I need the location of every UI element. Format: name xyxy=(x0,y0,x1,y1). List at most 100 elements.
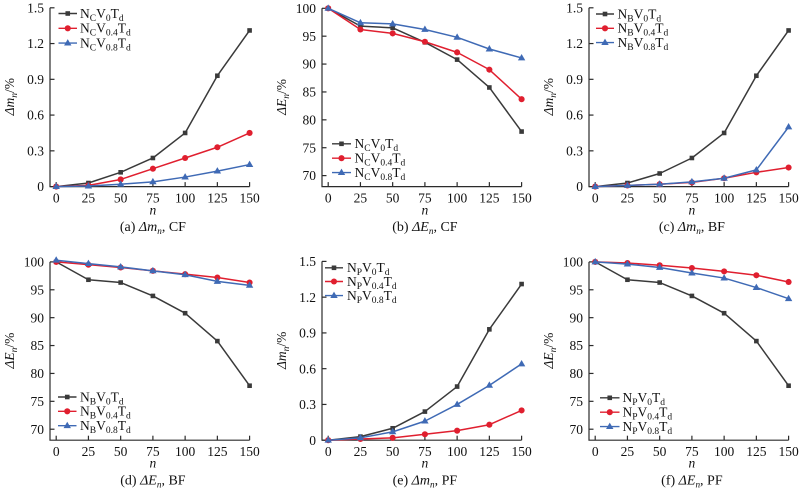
svg-text:25: 25 xyxy=(82,190,96,205)
svg-text:125: 125 xyxy=(746,190,767,205)
svg-text:25: 25 xyxy=(621,190,635,205)
svg-text:(c) Δmn, BF: (c) Δmn, BF xyxy=(659,220,725,236)
svg-text:(b) ΔEn, CF: (b) ΔEn, CF xyxy=(392,220,458,236)
svg-text:80: 80 xyxy=(31,366,45,381)
svg-text:50: 50 xyxy=(114,190,128,205)
svg-text:25: 25 xyxy=(621,444,635,459)
svg-text:95: 95 xyxy=(31,282,45,297)
svg-text:Δmn/%: Δmn/% xyxy=(541,78,559,116)
svg-text:n: n xyxy=(689,456,696,471)
svg-text:75: 75 xyxy=(570,394,584,409)
svg-text:25: 25 xyxy=(354,190,368,205)
svg-text:80: 80 xyxy=(570,366,584,381)
svg-text:125: 125 xyxy=(746,444,767,459)
svg-text:100: 100 xyxy=(296,1,317,16)
svg-text:n: n xyxy=(422,203,429,218)
svg-text:0: 0 xyxy=(325,190,332,205)
svg-text:0.6: 0.6 xyxy=(566,108,583,123)
svg-text:150: 150 xyxy=(778,190,799,205)
svg-text:(d) ΔEn, BF: (d) ΔEn, BF xyxy=(120,474,186,490)
svg-text:75: 75 xyxy=(418,190,432,205)
svg-text:90: 90 xyxy=(570,310,584,325)
svg-text:NPV0.8Td: NPV0.8Td xyxy=(347,288,397,306)
svg-text:1.2: 1.2 xyxy=(27,36,44,51)
svg-text:70: 70 xyxy=(303,168,317,183)
svg-text:1.2: 1.2 xyxy=(566,36,583,51)
svg-text:n: n xyxy=(689,203,696,218)
svg-text:70: 70 xyxy=(31,422,45,437)
svg-text:80: 80 xyxy=(303,112,317,127)
svg-text:95: 95 xyxy=(303,29,317,44)
svg-text:125: 125 xyxy=(207,444,228,459)
svg-text:90: 90 xyxy=(31,310,45,325)
svg-text:70: 70 xyxy=(570,422,584,437)
svg-text:125: 125 xyxy=(207,190,228,205)
svg-text:150: 150 xyxy=(239,444,260,459)
svg-text:50: 50 xyxy=(386,190,400,205)
svg-text:50: 50 xyxy=(653,444,667,459)
svg-text:75: 75 xyxy=(685,190,699,205)
svg-text:0.9: 0.9 xyxy=(27,72,44,87)
svg-text:0: 0 xyxy=(576,179,583,194)
svg-text:100: 100 xyxy=(714,444,735,459)
svg-text:(e) Δmn, PF: (e) Δmn, PF xyxy=(393,474,458,490)
svg-text:0: 0 xyxy=(309,433,316,448)
svg-text:0.9: 0.9 xyxy=(566,72,583,87)
svg-text:0: 0 xyxy=(325,444,332,459)
svg-text:25: 25 xyxy=(82,444,96,459)
svg-text:(a) Δmn, CF: (a) Δmn, CF xyxy=(120,220,186,236)
svg-text:75: 75 xyxy=(146,190,160,205)
svg-text:100: 100 xyxy=(24,255,45,270)
svg-text:0: 0 xyxy=(53,444,60,459)
svg-text:0: 0 xyxy=(592,190,599,205)
svg-text:0.9: 0.9 xyxy=(299,326,316,341)
svg-text:0: 0 xyxy=(53,190,60,205)
svg-text:Δmn/%: Δmn/% xyxy=(2,78,20,116)
svg-text:50: 50 xyxy=(653,190,667,205)
svg-text:50: 50 xyxy=(114,444,128,459)
svg-text:0.6: 0.6 xyxy=(27,108,44,123)
svg-text:1.5: 1.5 xyxy=(566,0,583,15)
svg-text:75: 75 xyxy=(146,444,160,459)
svg-text:ΔEn/%: ΔEn/% xyxy=(541,333,559,370)
svg-text:1.2: 1.2 xyxy=(299,290,316,305)
svg-text:125: 125 xyxy=(479,190,500,205)
svg-text:n: n xyxy=(150,456,157,471)
svg-text:85: 85 xyxy=(303,85,317,100)
svg-text:0.3: 0.3 xyxy=(27,143,44,158)
svg-text:0.3: 0.3 xyxy=(299,397,316,412)
svg-text:ΔEn/%: ΔEn/% xyxy=(274,79,292,116)
svg-text:85: 85 xyxy=(31,338,45,353)
svg-text:100: 100 xyxy=(175,190,196,205)
svg-text:ΔEn/%: ΔEn/% xyxy=(2,333,20,370)
svg-text:0: 0 xyxy=(37,179,44,194)
svg-text:85: 85 xyxy=(570,338,584,353)
svg-text:0.3: 0.3 xyxy=(566,143,583,158)
svg-text:95: 95 xyxy=(570,282,584,297)
svg-text:150: 150 xyxy=(511,190,532,205)
svg-text:150: 150 xyxy=(511,444,532,459)
svg-text:75: 75 xyxy=(303,140,317,155)
svg-text:125: 125 xyxy=(479,444,500,459)
svg-text:25: 25 xyxy=(354,444,368,459)
svg-text:75: 75 xyxy=(418,444,432,459)
svg-text:75: 75 xyxy=(685,444,699,459)
svg-text:n: n xyxy=(150,203,157,218)
svg-text:(f) ΔEn, PF: (f) ΔEn, PF xyxy=(661,474,723,490)
svg-text:1.5: 1.5 xyxy=(299,254,316,269)
svg-text:100: 100 xyxy=(447,190,468,205)
svg-text:Δmn/%: Δmn/% xyxy=(274,332,292,370)
svg-text:50: 50 xyxy=(386,444,400,459)
svg-text:n: n xyxy=(422,456,429,471)
svg-text:150: 150 xyxy=(778,444,799,459)
svg-text:150: 150 xyxy=(239,190,260,205)
svg-text:0.6: 0.6 xyxy=(299,361,316,376)
svg-text:90: 90 xyxy=(303,57,317,72)
svg-text:100: 100 xyxy=(447,444,468,459)
svg-text:75: 75 xyxy=(31,394,45,409)
svg-text:100: 100 xyxy=(714,190,735,205)
svg-text:100: 100 xyxy=(563,255,584,270)
svg-text:0: 0 xyxy=(592,444,599,459)
svg-text:100: 100 xyxy=(175,444,196,459)
svg-text:1.5: 1.5 xyxy=(27,0,44,15)
